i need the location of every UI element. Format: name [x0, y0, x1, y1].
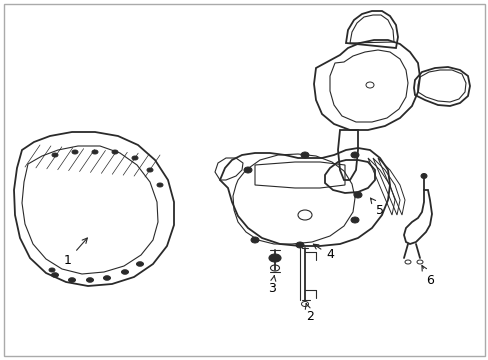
Text: 6: 6 — [421, 266, 433, 287]
Ellipse shape — [49, 268, 55, 272]
Ellipse shape — [52, 153, 58, 157]
Ellipse shape — [295, 242, 304, 248]
Text: 2: 2 — [305, 303, 313, 323]
Ellipse shape — [250, 237, 259, 243]
Ellipse shape — [86, 278, 93, 282]
Ellipse shape — [244, 167, 251, 173]
Ellipse shape — [136, 262, 143, 266]
Ellipse shape — [420, 174, 426, 179]
Text: 1: 1 — [64, 238, 87, 266]
Text: 3: 3 — [267, 276, 275, 294]
Ellipse shape — [51, 273, 59, 277]
Ellipse shape — [301, 152, 308, 158]
Ellipse shape — [350, 217, 358, 223]
Ellipse shape — [92, 150, 98, 154]
Text: 4: 4 — [313, 244, 333, 261]
Text: 5: 5 — [370, 198, 383, 216]
Ellipse shape — [112, 150, 118, 154]
Ellipse shape — [103, 276, 110, 280]
Ellipse shape — [68, 278, 75, 282]
Ellipse shape — [132, 156, 138, 160]
Ellipse shape — [72, 150, 78, 154]
Ellipse shape — [268, 254, 281, 262]
Ellipse shape — [350, 152, 358, 158]
Ellipse shape — [353, 192, 361, 198]
Ellipse shape — [157, 183, 163, 187]
Ellipse shape — [121, 270, 128, 274]
Ellipse shape — [147, 168, 153, 172]
